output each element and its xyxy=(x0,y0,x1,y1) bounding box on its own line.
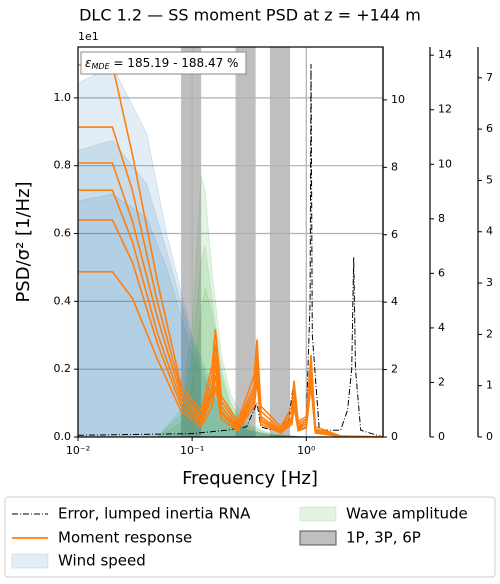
y-tick-label: 0.4 xyxy=(54,294,72,307)
y-tick-label: 8 xyxy=(438,212,445,225)
x-tick-label: 10⁻¹ xyxy=(180,444,204,457)
legend-box xyxy=(4,496,496,578)
legend-label: 1P, 3P, 6P xyxy=(346,529,421,547)
annotation-part: = 185.19 - 188.47 % xyxy=(110,56,239,70)
annotation: εMDE = 185.19 - 188.47 % xyxy=(85,56,238,71)
annotation-part: ε xyxy=(85,56,92,70)
y-offset-label: 1e1 xyxy=(78,30,99,43)
y-axis-label: PSD/σ² [1/Hz] xyxy=(13,181,34,302)
y-tick-label: 6 xyxy=(486,122,493,135)
y-tick-label: 4 xyxy=(438,321,445,334)
y-tick-label: 2 xyxy=(391,363,398,376)
line xyxy=(78,271,383,437)
x-axis-label: Frequency [Hz] xyxy=(182,468,318,489)
y-tick-label: 0 xyxy=(391,430,398,443)
legend-swatch xyxy=(299,530,337,546)
y-tick-label: 0 xyxy=(438,430,445,443)
legend-label: Moment response xyxy=(58,529,192,547)
y-tick-label: 12 xyxy=(438,103,452,116)
harmonic-band xyxy=(235,47,256,437)
y-tick-label: 4 xyxy=(391,295,398,308)
y-tick-label: 2 xyxy=(486,327,493,340)
harmonic-band xyxy=(269,47,291,437)
y-tick-label: 0 xyxy=(486,430,493,443)
line xyxy=(78,63,383,437)
y-tick-label: 2 xyxy=(438,375,445,388)
annotation-box xyxy=(80,51,247,75)
chart-title: DLC 1.2 — SS moment PSD at z = +144 m xyxy=(79,6,421,25)
x-tick-label: 10⁻² xyxy=(66,444,90,457)
x-tick-label: 10⁰ xyxy=(297,444,316,457)
y-tick-label: 6 xyxy=(438,266,445,279)
y-tick-label: 8 xyxy=(391,160,398,173)
legend-swatch xyxy=(299,506,337,522)
y-tick-label: 10 xyxy=(391,93,405,106)
y-tick-label: 4 xyxy=(486,225,493,238)
y-tick-label: 0.8 xyxy=(54,159,72,172)
legend-label: Error, lumped inertia RNA xyxy=(58,505,251,523)
y-tick-label: 0.0 xyxy=(54,430,72,443)
area xyxy=(78,193,383,437)
y-tick-label: 1 xyxy=(486,379,493,392)
area xyxy=(157,175,307,437)
legend-label: Wave amplitude xyxy=(346,505,468,523)
legend-label: Wind speed xyxy=(58,552,146,570)
y-tick-label: 10 xyxy=(438,157,452,170)
annotation-part: MDE xyxy=(92,62,111,71)
y-tick-label: 1.0 xyxy=(54,91,72,104)
legend-swatch xyxy=(11,553,49,569)
y-tick-label: 0.2 xyxy=(54,362,72,375)
area xyxy=(157,245,307,437)
y-tick-label: 3 xyxy=(486,276,493,289)
y-tick-label: 6 xyxy=(391,228,398,241)
plot-area xyxy=(78,47,383,437)
overlay: 0.00.20.40.60.81.010⁻² 10⁻¹ 10⁰02468100246… xyxy=(54,46,493,457)
y-tick-label: 5 xyxy=(486,173,493,186)
harmonic-band xyxy=(181,47,202,437)
legend: Error, lumped inertia RNA Moment response… xyxy=(11,505,468,570)
y-tick-label: 0.6 xyxy=(54,227,72,240)
y-tick-label: 7 xyxy=(486,71,493,84)
y-tick-label: 14 xyxy=(438,48,452,61)
